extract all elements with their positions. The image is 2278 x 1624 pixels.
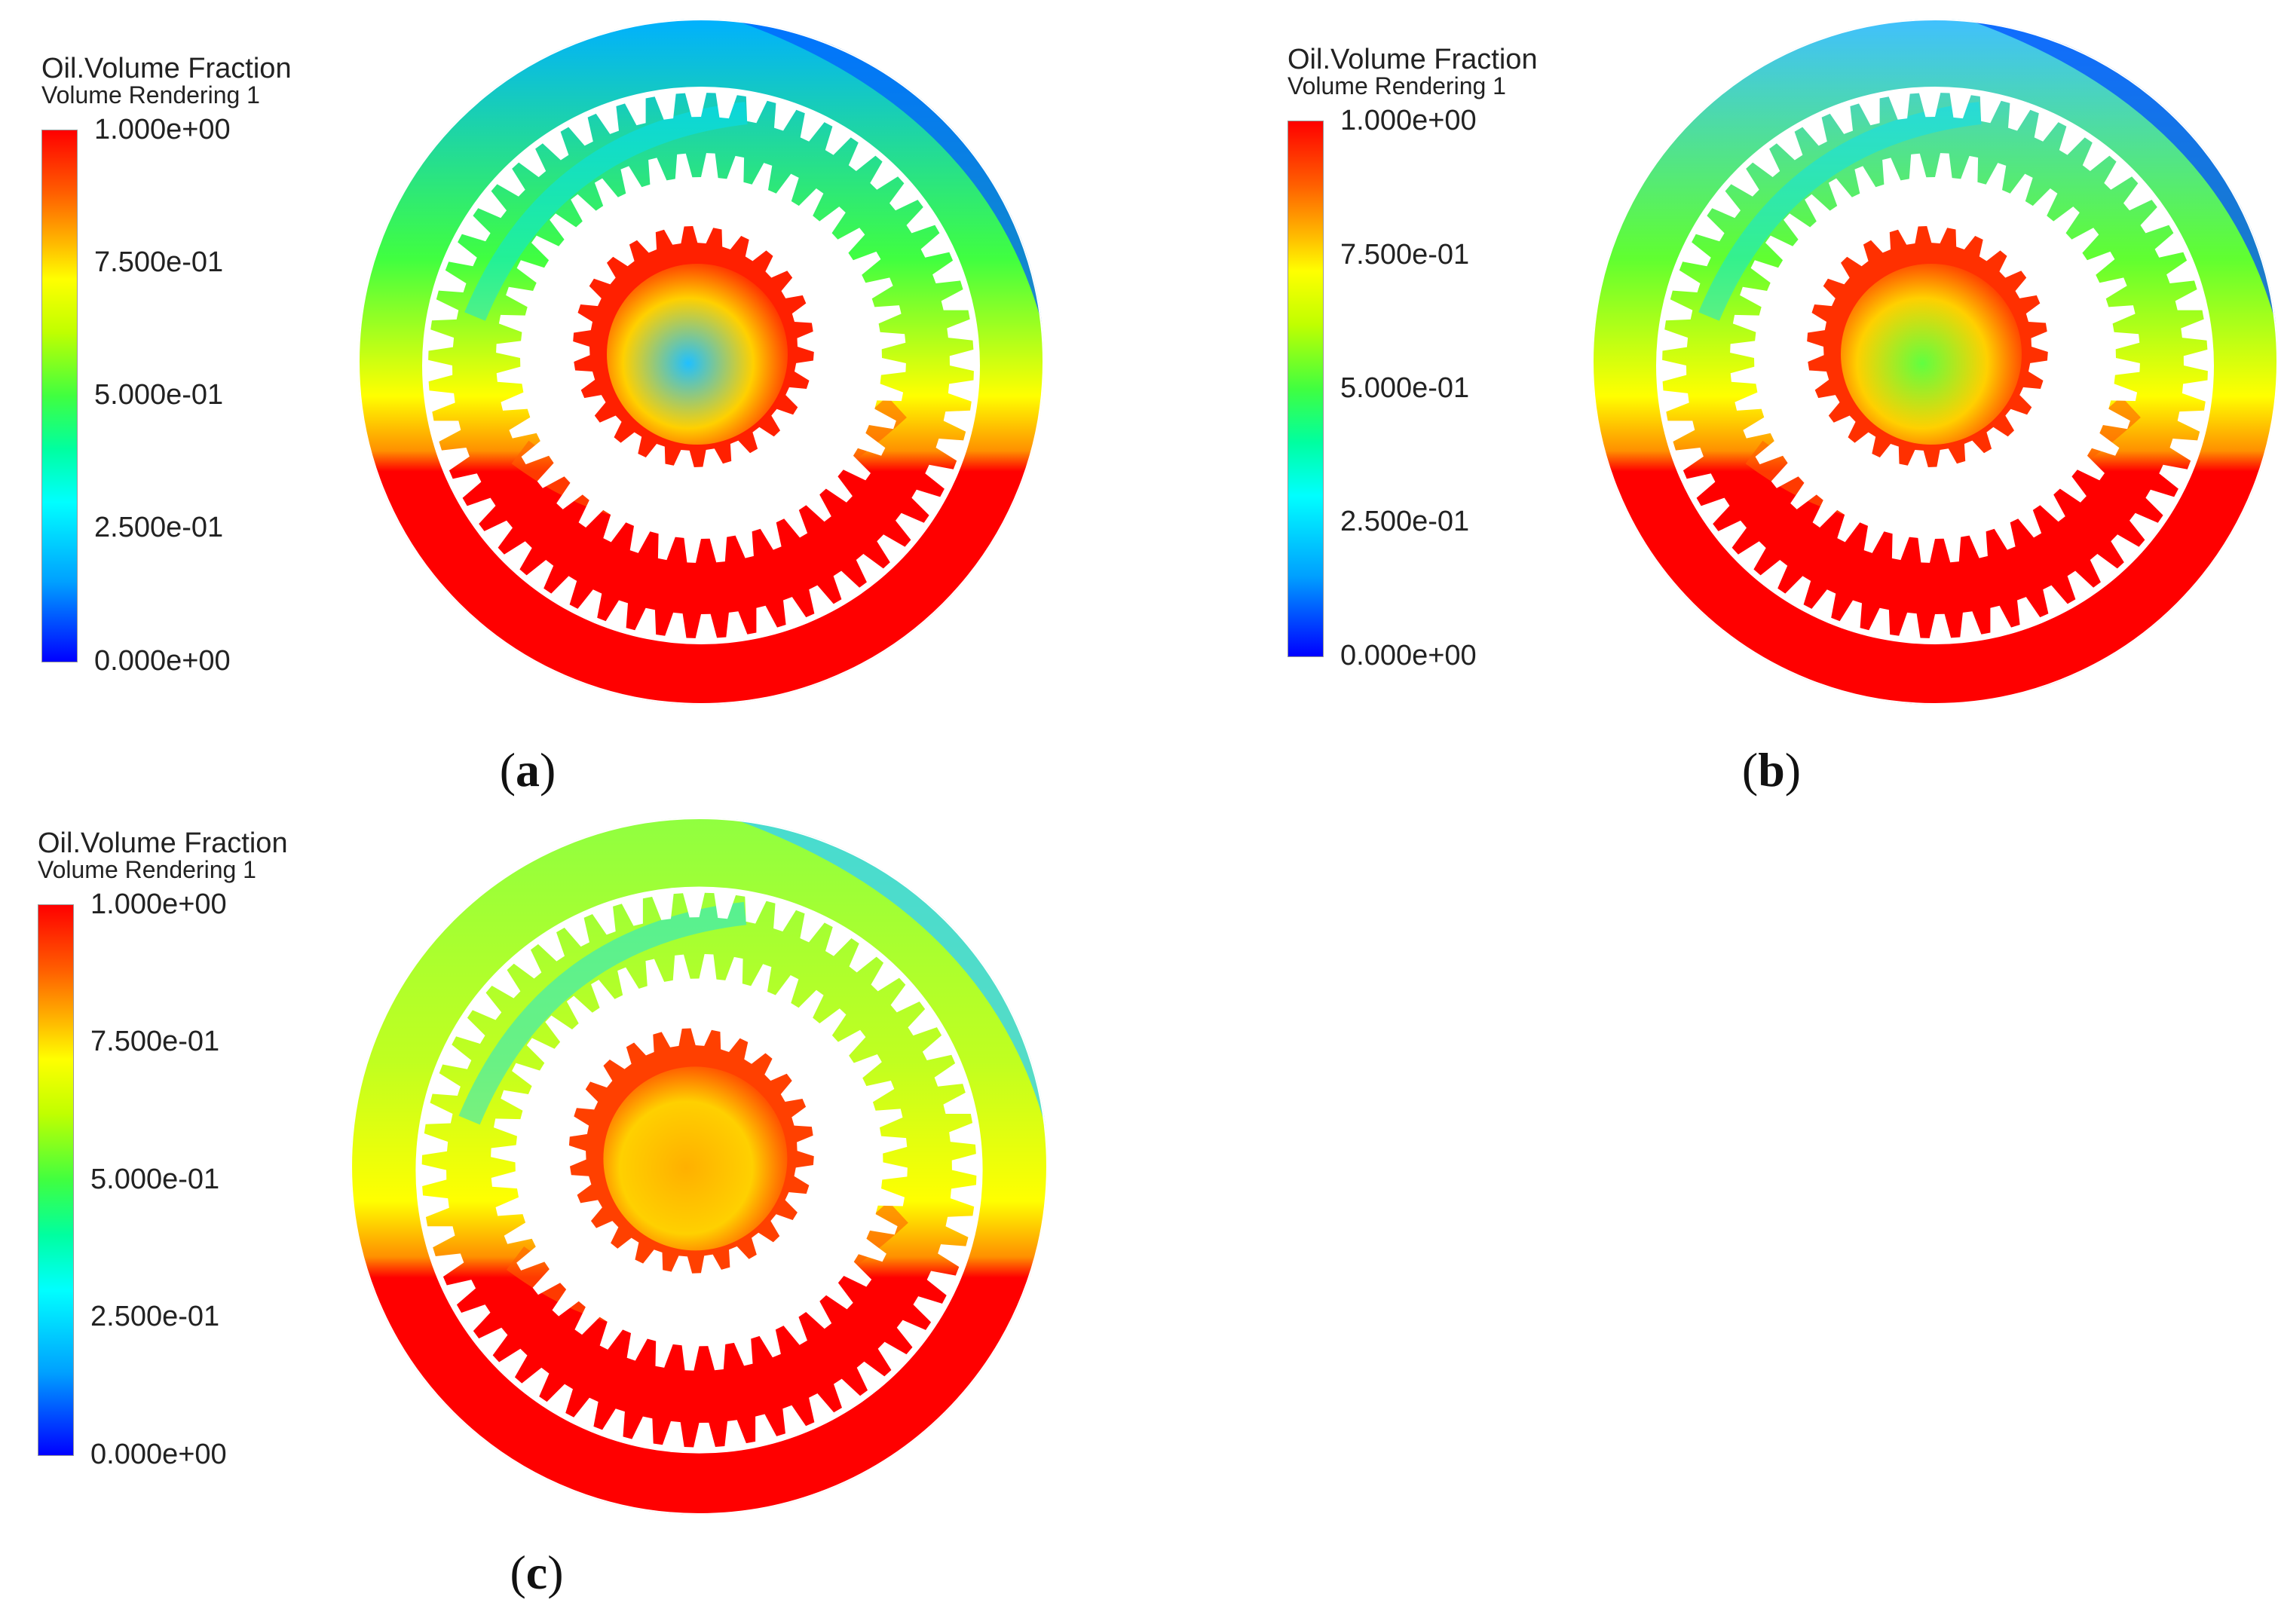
caption-letter: c: [525, 1546, 548, 1599]
tick-label: 5.000e-01: [90, 1164, 220, 1195]
tick-label: 1.000e+00: [90, 888, 227, 920]
tick-label: 2.500e-01: [94, 512, 224, 543]
sun-core: [607, 264, 788, 445]
tick-label: 1.000e+00: [1340, 105, 1477, 136]
contour-field: [351, 818, 1048, 1515]
legend-subtitle: Volume Rendering 1: [1287, 72, 1506, 99]
swirl-band: [1698, 102, 1982, 321]
tick-label: 0.000e+00: [1340, 640, 1477, 671]
caption-letter: a: [516, 743, 540, 797]
caption-open: (: [1741, 743, 1759, 797]
tick-label: 7.500e-01: [94, 246, 224, 278]
legend-subtitle: Volume Rendering 1: [38, 856, 256, 883]
tick-label: 1.000e+00: [94, 114, 231, 145]
tick-label: 0.000e+00: [90, 1439, 227, 1470]
tick-label: 7.500e-01: [90, 1026, 220, 1057]
caption-letter: b: [1758, 743, 1785, 797]
tick-label: 2.500e-01: [1340, 506, 1470, 537]
swirl-band: [464, 102, 748, 321]
colorbar: [1287, 121, 1324, 657]
legend-title: Oil.Volume Fraction: [1287, 44, 1538, 75]
tick-label: 0.000e+00: [94, 645, 231, 677]
contour-field: [358, 19, 1044, 705]
caption-c: (c): [510, 1545, 563, 1601]
legend-title: Oil.Volume Fraction: [38, 827, 288, 859]
oil-fraction-contour-b: [1592, 19, 2278, 705]
sun-core: [603, 1066, 788, 1251]
colorbar: [38, 904, 74, 1456]
caption-close: ): [1784, 743, 1802, 797]
swirl-band: [458, 901, 747, 1125]
housing-edge: [1592, 19, 2278, 705]
caption-a: (a): [500, 742, 556, 798]
caption-close: ): [547, 1546, 564, 1599]
legend-subtitle: Volume Rendering 1: [41, 81, 260, 109]
tick-label: 5.000e-01: [1340, 372, 1470, 404]
caption-open: (: [510, 1546, 526, 1599]
caption-b: (b): [1742, 742, 1801, 798]
tick-label: 7.500e-01: [1340, 239, 1470, 271]
caption-open: (: [499, 743, 516, 797]
contour-field: [1592, 19, 2278, 705]
oil-fraction-contour-a: [358, 19, 1044, 705]
housing-edge: [351, 818, 1048, 1515]
legend-title: Oil.Volume Fraction: [41, 53, 292, 84]
tick-label: 2.500e-01: [90, 1301, 220, 1332]
tick-label: 5.000e-01: [94, 379, 224, 411]
housing-edge: [358, 19, 1044, 705]
oil-fraction-contour-c: [351, 818, 1048, 1515]
sun-core: [1841, 264, 2022, 445]
caption-close: ): [540, 743, 556, 797]
colorbar: [41, 130, 78, 662]
